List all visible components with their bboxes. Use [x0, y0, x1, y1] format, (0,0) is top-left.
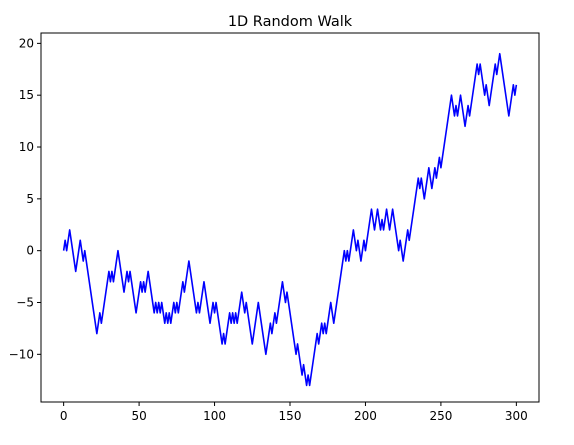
- y-tick-label: 0: [26, 244, 34, 258]
- y-tick-label: 5: [26, 192, 34, 206]
- x-axis: 0 50 100 150 200 250 300: [60, 402, 528, 423]
- x-tick-label: 200: [354, 409, 377, 423]
- plot-area: [62, 52, 518, 387]
- series-line-0: [62, 52, 518, 387]
- chart-title: 1D Random Walk: [228, 14, 353, 30]
- y-tick-label: 15: [19, 88, 34, 102]
- y-tick-label: −10: [9, 347, 34, 361]
- x-tick-label: 100: [203, 409, 226, 423]
- x-tick-label: 0: [60, 409, 68, 423]
- y-axis: −10 −5 0 5 10 15 20: [9, 36, 41, 361]
- x-tick-label: 300: [505, 409, 528, 423]
- y-tick-label: 20: [19, 36, 34, 50]
- x-tick-label: 250: [429, 409, 452, 423]
- x-tick-label: 50: [131, 409, 146, 423]
- y-tick-label: −5: [16, 295, 34, 309]
- y-tick-label: 10: [19, 140, 34, 154]
- axes-frame: [40, 32, 540, 403]
- x-tick-label: 150: [279, 409, 302, 423]
